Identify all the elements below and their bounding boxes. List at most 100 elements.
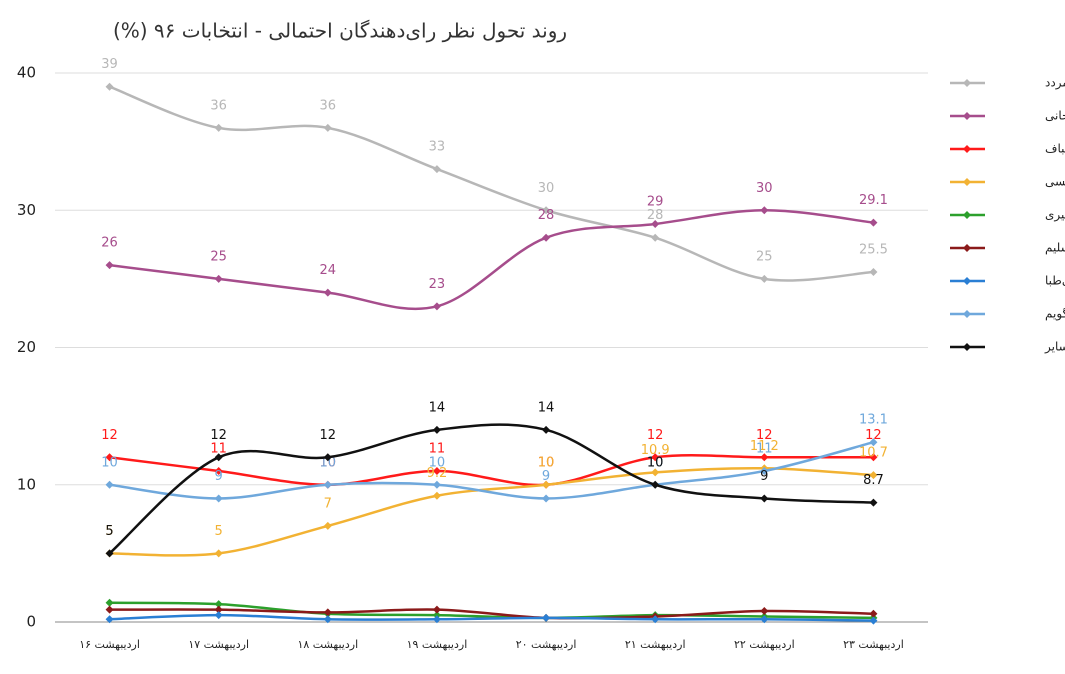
point bbox=[432, 615, 441, 624]
data-label: 12 bbox=[101, 428, 118, 443]
point bbox=[105, 261, 114, 270]
legend-marker bbox=[963, 178, 971, 186]
legend-marker bbox=[963, 343, 971, 351]
point bbox=[651, 453, 660, 462]
data-label: 13.1 bbox=[859, 413, 888, 428]
data-label: 12 bbox=[647, 428, 664, 443]
series-line bbox=[109, 466, 874, 557]
legend-label: سایر bbox=[1044, 340, 1065, 355]
point bbox=[214, 600, 223, 609]
data-label: 5 bbox=[215, 524, 223, 539]
data-label: 29.1 bbox=[859, 193, 888, 208]
data-label: 30 bbox=[538, 181, 555, 196]
point bbox=[651, 219, 660, 228]
point bbox=[760, 467, 769, 476]
data-label: 36 bbox=[210, 98, 227, 113]
point bbox=[323, 608, 332, 617]
y-tick-label: 10 bbox=[17, 475, 36, 493]
x-tick-label: اردیبهشت ۲۲ bbox=[734, 638, 795, 651]
point bbox=[869, 453, 878, 462]
series-line bbox=[109, 608, 874, 620]
point bbox=[651, 233, 660, 242]
data-label: 25.5 bbox=[859, 243, 888, 258]
data-label: 8.7 bbox=[863, 473, 884, 488]
point bbox=[760, 494, 769, 503]
chart-title: روند تحول نظر رای‌دهندگان احتمالی - انتخ… bbox=[113, 19, 567, 43]
point bbox=[105, 480, 114, 489]
point bbox=[760, 274, 769, 283]
point bbox=[432, 480, 441, 489]
series-line bbox=[109, 454, 874, 487]
legend-marker bbox=[963, 112, 971, 120]
legend-label: رئیسی bbox=[1045, 175, 1065, 190]
data-label: 5 bbox=[105, 524, 113, 539]
point bbox=[869, 609, 878, 618]
point bbox=[542, 233, 551, 242]
point bbox=[105, 453, 114, 462]
data-label: 25 bbox=[756, 249, 773, 264]
data-label: 12 bbox=[320, 428, 337, 443]
point bbox=[105, 598, 114, 607]
point bbox=[542, 480, 551, 489]
data-label: 28 bbox=[647, 208, 664, 223]
data-label: 12 bbox=[865, 428, 882, 443]
series-line bbox=[109, 613, 874, 622]
data-label: 25 bbox=[210, 249, 227, 264]
point bbox=[869, 438, 878, 447]
data-label: 10 bbox=[647, 455, 664, 470]
point bbox=[760, 607, 769, 616]
point bbox=[869, 471, 878, 480]
point bbox=[323, 288, 332, 297]
legend-label: نمی‌گویم bbox=[1045, 307, 1065, 322]
point bbox=[105, 549, 114, 558]
legend-marker bbox=[963, 277, 971, 285]
series-line bbox=[109, 601, 874, 620]
data-label: 28 bbox=[538, 208, 555, 223]
data-label: 39 bbox=[101, 57, 118, 72]
legend-label: قالیباف bbox=[1045, 142, 1065, 156]
y-tick-label: 40 bbox=[17, 64, 36, 82]
data-label: 11.2 bbox=[750, 439, 779, 454]
x-tick-label: اردیبهشت ۱۸ bbox=[297, 638, 358, 651]
data-label: 10 bbox=[647, 455, 664, 470]
point bbox=[214, 467, 223, 476]
data-label: 10 bbox=[320, 455, 337, 470]
x-tick-label: اردیبهشت ۱۶ bbox=[79, 638, 140, 651]
legend-marker bbox=[963, 211, 971, 219]
x-tick-label: اردیبهشت ۱۹ bbox=[407, 638, 468, 651]
legend-label: جهانگیری bbox=[1045, 208, 1065, 223]
data-label: 33 bbox=[429, 140, 446, 155]
data-label: 23 bbox=[429, 277, 446, 292]
point bbox=[105, 605, 114, 614]
legend-label: میرسلیم bbox=[1045, 241, 1065, 256]
x-tick-label: اردیبهشت ۲۰ bbox=[516, 638, 577, 651]
point bbox=[432, 605, 441, 614]
series-line bbox=[109, 85, 874, 282]
data-label: 10 bbox=[320, 455, 337, 470]
point bbox=[323, 123, 332, 132]
data-label: 29 bbox=[647, 194, 664, 209]
data-label: 10 bbox=[101, 455, 118, 470]
point bbox=[214, 274, 223, 283]
point bbox=[432, 491, 441, 500]
point bbox=[651, 480, 660, 489]
data-label: 7 bbox=[324, 496, 332, 511]
x-tick-label: اردیبهشت ۲۱ bbox=[625, 638, 686, 651]
data-label: 30 bbox=[756, 181, 773, 196]
legend-marker bbox=[963, 79, 971, 87]
data-label: 36 bbox=[320, 98, 337, 113]
point bbox=[214, 549, 223, 558]
data-label: 10.9 bbox=[641, 443, 670, 458]
point bbox=[542, 425, 551, 434]
data-label: 26 bbox=[101, 236, 118, 251]
point bbox=[214, 453, 223, 462]
y-tick-label: 0 bbox=[26, 613, 36, 631]
point bbox=[869, 616, 878, 625]
data-label: 10 bbox=[429, 455, 446, 470]
point bbox=[323, 480, 332, 489]
data-label: 11 bbox=[210, 442, 227, 457]
point bbox=[214, 611, 223, 620]
data-label: 9 bbox=[542, 469, 550, 484]
data-label: 10.7 bbox=[859, 446, 888, 461]
